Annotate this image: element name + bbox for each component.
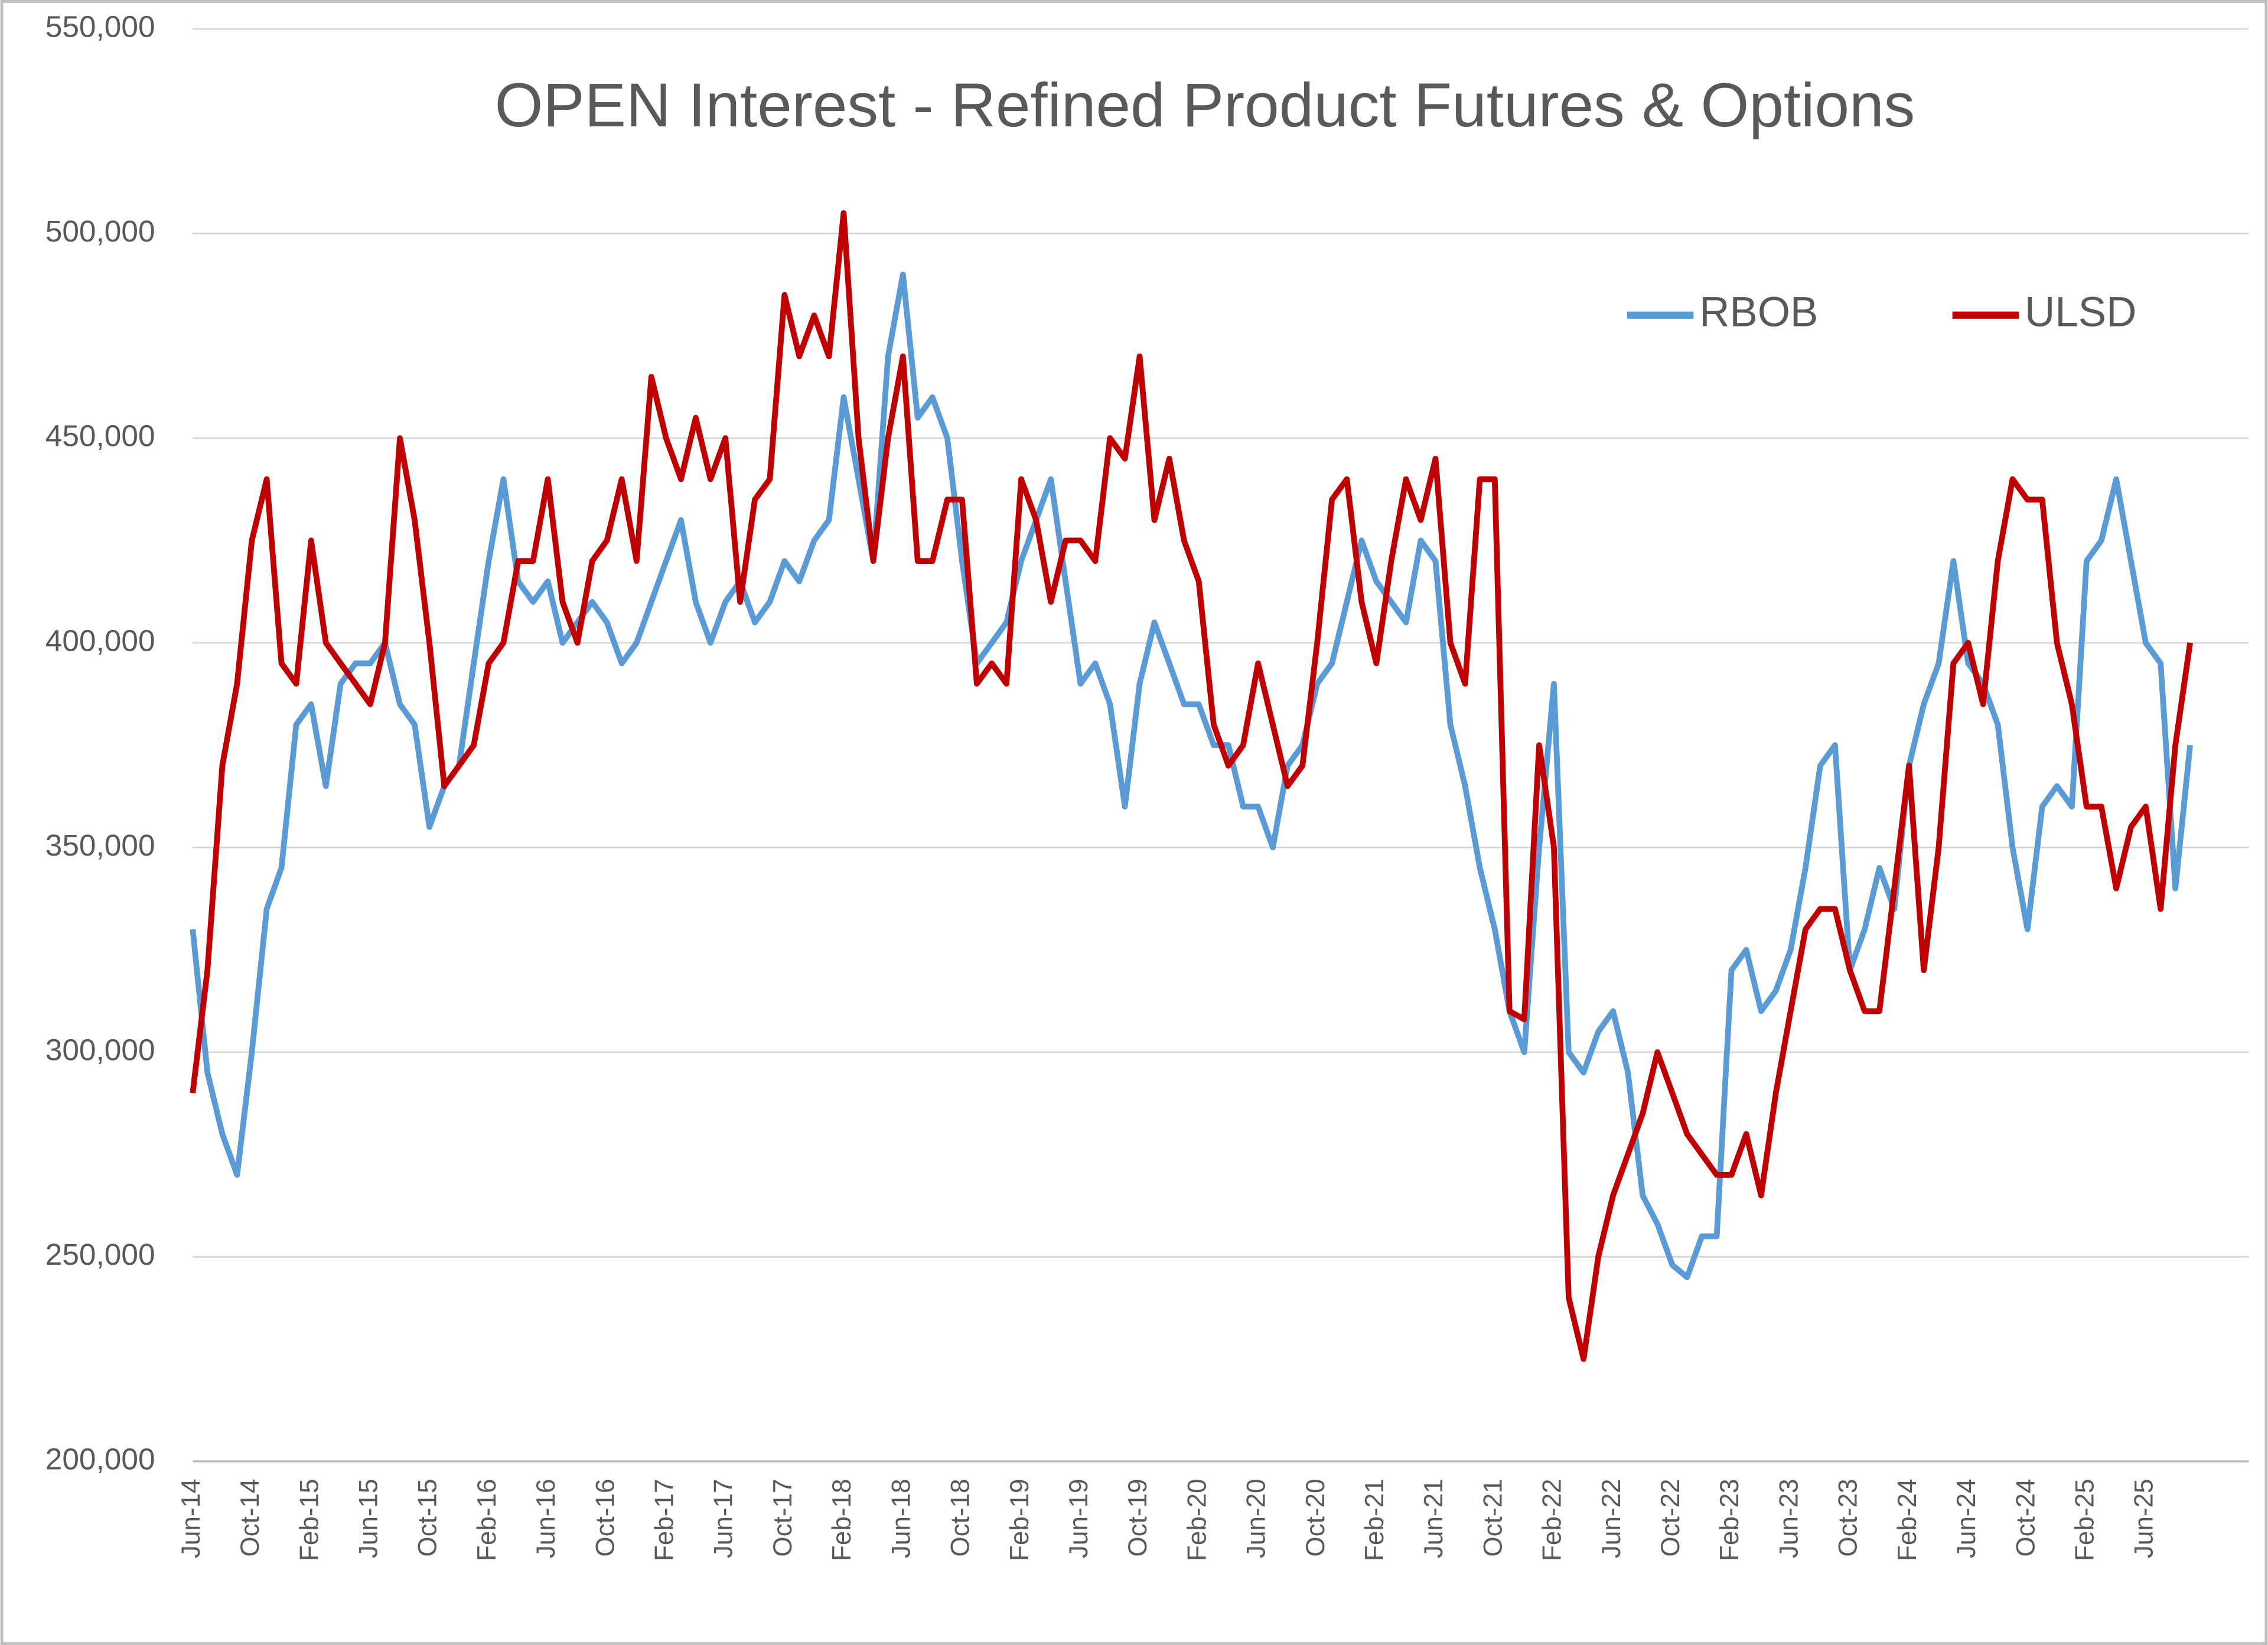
x-tick-label: Feb-24 xyxy=(1893,1478,1922,1561)
x-tick-label: Jun-15 xyxy=(354,1478,383,1558)
chart-title: OPEN Interest - Refined Product Futures … xyxy=(495,71,1915,140)
x-tick-label: Feb-25 xyxy=(2070,1478,2099,1561)
legend-label: ULSD xyxy=(2025,289,2136,335)
x-tick-label: Jun-20 xyxy=(1242,1478,1271,1558)
y-tick-label: 300,000 xyxy=(45,1032,155,1066)
x-tick-label: Oct-18 xyxy=(946,1478,975,1556)
x-tick-label: Oct-14 xyxy=(236,1478,265,1556)
x-tick-label: Feb-21 xyxy=(1360,1478,1389,1561)
x-tick-label: Oct-21 xyxy=(1478,1478,1507,1556)
y-tick-label: 500,000 xyxy=(45,214,155,248)
x-tick-label: Feb-18 xyxy=(827,1478,856,1561)
x-tick-label: Feb-19 xyxy=(1005,1478,1034,1561)
x-tick-label: Jun-14 xyxy=(177,1478,206,1558)
x-tick-label: Feb-15 xyxy=(295,1478,324,1561)
x-tick-label: Jun-21 xyxy=(1419,1478,1448,1558)
x-tick-label: Jun-19 xyxy=(1064,1478,1093,1558)
x-tick-label: Oct-23 xyxy=(1834,1478,1863,1556)
x-tick-label: Oct-16 xyxy=(591,1478,620,1556)
x-tick-label: Jun-22 xyxy=(1597,1478,1626,1558)
x-tick-label: Oct-22 xyxy=(1656,1478,1685,1556)
x-tick-label: Feb-20 xyxy=(1182,1478,1211,1561)
x-tick-label: Feb-23 xyxy=(1715,1478,1744,1561)
x-tick-label: Jun-25 xyxy=(2130,1478,2159,1558)
x-tick-label: Oct-15 xyxy=(413,1478,442,1556)
x-tick-label: Oct-19 xyxy=(1123,1478,1152,1556)
x-tick-label: Jun-18 xyxy=(887,1478,915,1558)
x-tick-label: Jun-23 xyxy=(1774,1478,1803,1558)
x-tick-label: Oct-20 xyxy=(1301,1478,1330,1556)
y-tick-label: 200,000 xyxy=(45,1442,155,1476)
y-tick-label: 550,000 xyxy=(45,9,155,44)
y-tick-label: 350,000 xyxy=(45,828,155,862)
x-tick-label: Feb-22 xyxy=(1538,1478,1567,1561)
x-tick-label: Feb-16 xyxy=(472,1478,501,1561)
x-tick-label: Oct-24 xyxy=(2011,1478,2040,1556)
x-tick-label: Jun-24 xyxy=(1952,1478,1981,1558)
legend-label: RBOB xyxy=(1699,289,1818,335)
y-tick-label: 400,000 xyxy=(45,623,155,657)
x-tick-label: Jun-17 xyxy=(709,1478,738,1558)
series-line xyxy=(190,210,2193,1362)
x-tick-label: Oct-17 xyxy=(768,1478,797,1556)
series-line xyxy=(190,272,2194,1281)
x-tick-label: Jun-16 xyxy=(532,1478,561,1558)
y-tick-label: 450,000 xyxy=(45,419,155,453)
y-tick-label: 250,000 xyxy=(45,1237,155,1271)
x-tick-label: Feb-17 xyxy=(650,1478,679,1561)
